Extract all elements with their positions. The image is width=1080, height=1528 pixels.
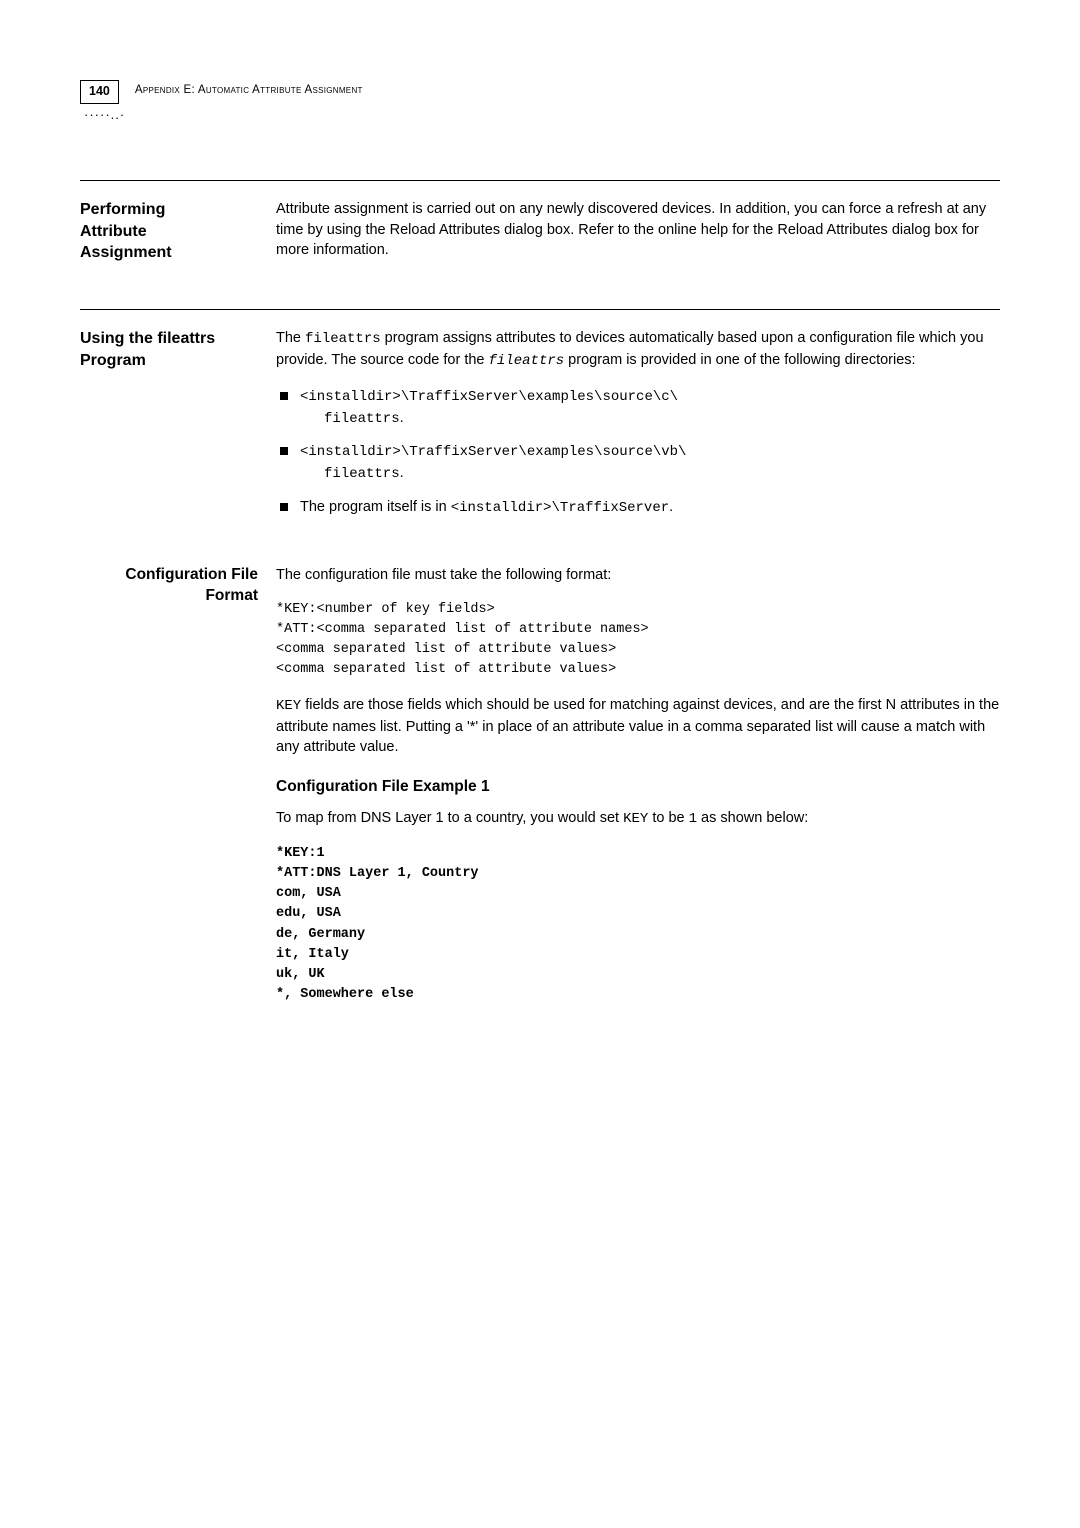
example-paragraph: To map from DNS Layer 1 to a country, yo… (276, 808, 1000, 830)
text-fragment: . (400, 465, 404, 481)
page-number: 140 (89, 84, 110, 98)
subsection-body-config-format: The configuration file must take the fol… (276, 565, 1000, 1019)
key-fields-paragraph: KEY fields are those fields which should… (276, 695, 1000, 758)
title-line: Format (80, 586, 258, 607)
page-number-box: 140 (80, 80, 119, 104)
text-fragment: . (400, 410, 404, 426)
section-performing: Performing Attribute Assignment Attribut… (80, 180, 1000, 275)
text-fragment: The program itself is in (300, 499, 451, 515)
title-line: Attribute (80, 221, 258, 243)
code-block-format: *KEY:<number of key fields> *ATT:<comma … (276, 600, 1000, 681)
text-fragment: to be (648, 810, 688, 826)
code-path: <installdir>\TraffixServer\examples\sour… (300, 444, 686, 460)
body-paragraph: Attribute assignment is carried out on a… (276, 199, 1000, 261)
section-title-fileattrs: Using the fileattrs Program (80, 328, 276, 531)
text-fragment: fields are those fields which should be … (276, 697, 999, 755)
title-line: Using the fileattrs (80, 328, 258, 350)
list-item: The program itself is in <installdir>\Tr… (276, 497, 1000, 519)
code-inline-italic: fileattrs (489, 353, 565, 369)
text-fragment: . (669, 499, 673, 515)
code-path: fileattrs (300, 410, 400, 430)
title-line: Performing (80, 199, 258, 221)
running-head: Appendix E: Automatic Attribute Assignme… (135, 80, 363, 98)
title-line: Configuration File (80, 565, 258, 586)
text-fragment: To map from DNS Layer 1 to a country, yo… (276, 810, 623, 826)
title-line: Program (80, 350, 258, 372)
subsection-config-format: Configuration File Format The configurat… (80, 565, 1000, 1019)
code-inline: fileattrs (305, 331, 381, 347)
code-inline: KEY (276, 698, 301, 714)
code-inline: KEY (623, 811, 648, 827)
code-block-example: *KEY:1 *ATT:DNS Layer 1, Country com, US… (276, 844, 1000, 1006)
intro-paragraph: The fileattrs program assigns attributes… (276, 328, 1000, 372)
section-title-performing: Performing Attribute Assignment (80, 199, 276, 275)
code-path: <installdir>\TraffixServer\examples\sour… (300, 389, 678, 405)
intro-paragraph: The configuration file must take the fol… (276, 565, 1000, 586)
list-item: <installdir>\TraffixServer\examples\sour… (276, 386, 1000, 430)
decorative-dots: ·····..· (84, 106, 135, 124)
section-fileattrs: Using the fileattrs Program The fileattr… (80, 309, 1000, 531)
section-body-performing: Attribute assignment is carried out on a… (276, 199, 1000, 275)
section-body-fileattrs: The fileattrs program assigns attributes… (276, 328, 1000, 531)
title-line: Assignment (80, 242, 258, 264)
page-header: 140 ·····..· Appendix E: Automatic Attri… (80, 80, 1000, 124)
list-item: <installdir>\TraffixServer\examples\sour… (276, 441, 1000, 485)
code-path: <installdir>\TraffixServer (451, 500, 669, 516)
text-fragment: The (276, 330, 305, 346)
example-heading: Configuration File Example 1 (276, 776, 1000, 798)
text-fragment: as shown below: (697, 810, 808, 826)
subsection-title-config-format: Configuration File Format (80, 565, 276, 1019)
text-fragment: program is provided in one of the follow… (564, 352, 915, 368)
directory-list: <installdir>\TraffixServer\examples\sour… (276, 386, 1000, 519)
code-inline: 1 (689, 811, 697, 827)
code-path: fileattrs (300, 465, 400, 485)
